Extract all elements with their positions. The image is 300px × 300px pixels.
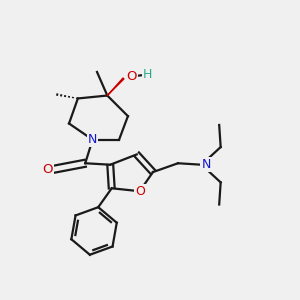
Text: O: O: [127, 70, 137, 83]
Text: O: O: [43, 163, 53, 176]
Polygon shape: [107, 78, 124, 95]
Text: N: N: [201, 158, 211, 171]
Text: H: H: [143, 68, 152, 81]
Text: O: O: [135, 185, 145, 198]
Text: N: N: [88, 133, 97, 146]
